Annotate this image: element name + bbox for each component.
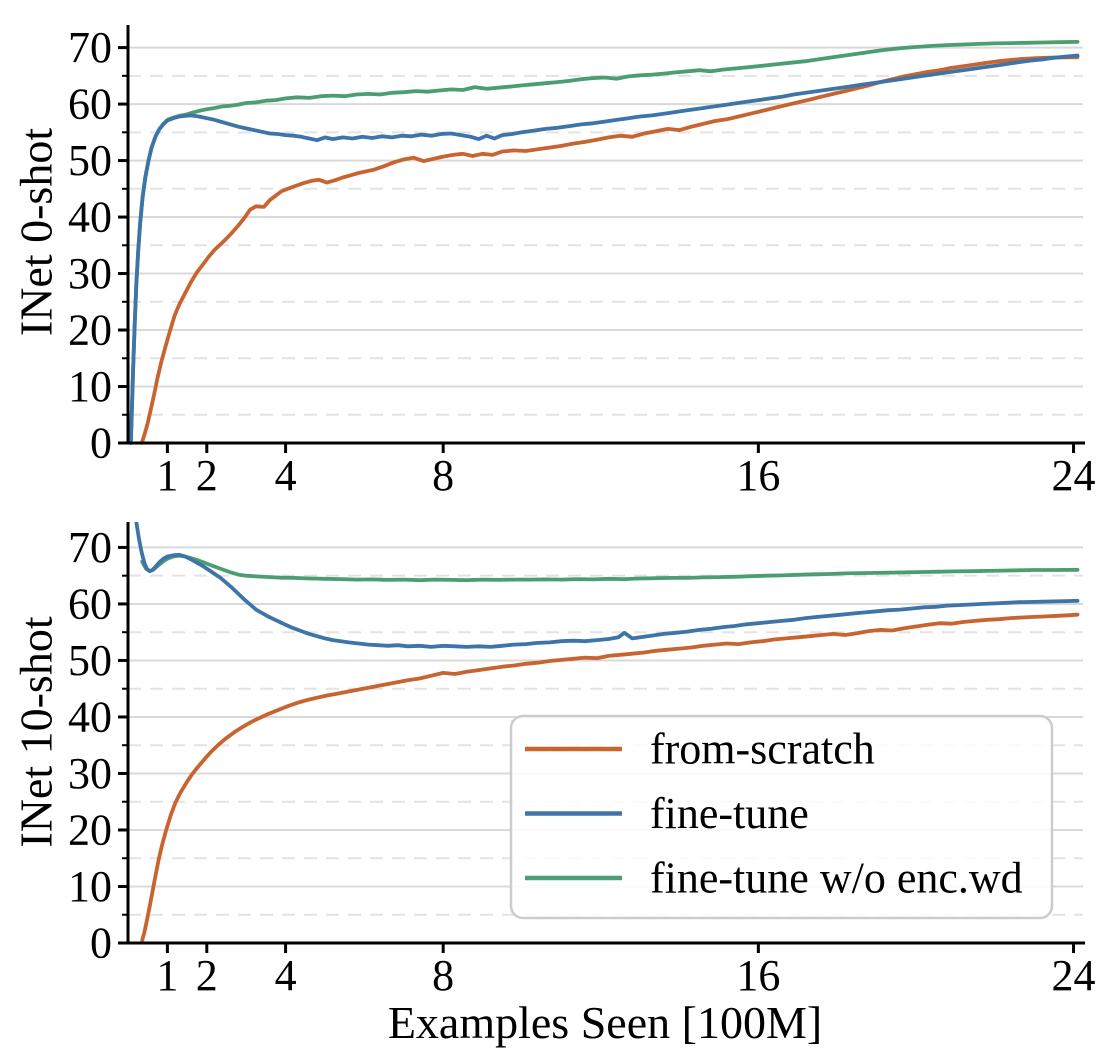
series-line-fine-tune-w-o-enc-wd [128,40,1080,445]
series-line-from-scratch [139,55,1080,445]
y-axis-title-bottom: INet 10-shot [11,616,62,847]
legend-box [509,714,1054,920]
y-tick-label: 50 [68,636,112,685]
legend-item: from-scratch [525,725,875,774]
legend-item: fine-tune [525,789,809,838]
x-tick-label: 4 [275,451,297,500]
x-tick-label: 24 [1052,451,1096,500]
y-tick-label: 20 [68,805,112,854]
y-tick-label: 70 [68,23,112,72]
x-axis-title: Examples Seen [100M] [388,997,822,1048]
y-tick-label: 20 [68,306,112,355]
y-tick-label: 0 [90,419,112,468]
series-line-fine-tune [134,522,1080,649]
y-tick-label: 40 [68,692,112,741]
x-tick-label: 4 [275,951,297,1000]
y-tick-label: 40 [68,193,112,242]
y-tick-label: 30 [68,749,112,798]
x-tick-label: 2 [196,451,218,500]
legend-item: fine-tune w/o enc.wd [525,854,1023,903]
y-tick-label: 0 [90,919,112,968]
series-line-fine-tune-w-o-enc-wd [140,553,1080,583]
x-tick-label: 1 [156,451,178,500]
y-tick-label: 10 [68,862,112,911]
legend-item-label: fine-tune [650,789,809,838]
legend-item-label: from-scratch [650,725,875,774]
y-tick-label: 60 [68,579,112,628]
x-tick-label: 1 [156,951,178,1000]
x-tick-label: 16 [736,451,780,500]
x-tick-label: 24 [1052,951,1096,1000]
x-tick-label: 2 [196,951,218,1000]
y-tick-label: 10 [68,362,112,411]
y-tick-label: 70 [68,523,112,572]
legend: from-scratch fine-tune fine-tune w/o enc.w… [509,714,1054,920]
bottom-chart: 1 2 4 8 16 24010203040506070from-scratchfine-… [68,522,1096,1000]
x-tick-label: 8 [432,451,454,500]
x-tick-label: 8 [432,951,454,1000]
x-tick-label: 16 [736,951,780,1000]
series-line-fine-tune [128,53,1080,445]
legend-item-label: fine-tune w/o enc.wd [650,854,1023,903]
y-axis-title-top: INet 0-shot [11,128,62,336]
y-tick-label: 50 [68,136,112,185]
series-line-from-scratch [140,612,1080,943]
y-tick-label: 30 [68,249,112,298]
y-tick-label: 60 [68,80,112,129]
